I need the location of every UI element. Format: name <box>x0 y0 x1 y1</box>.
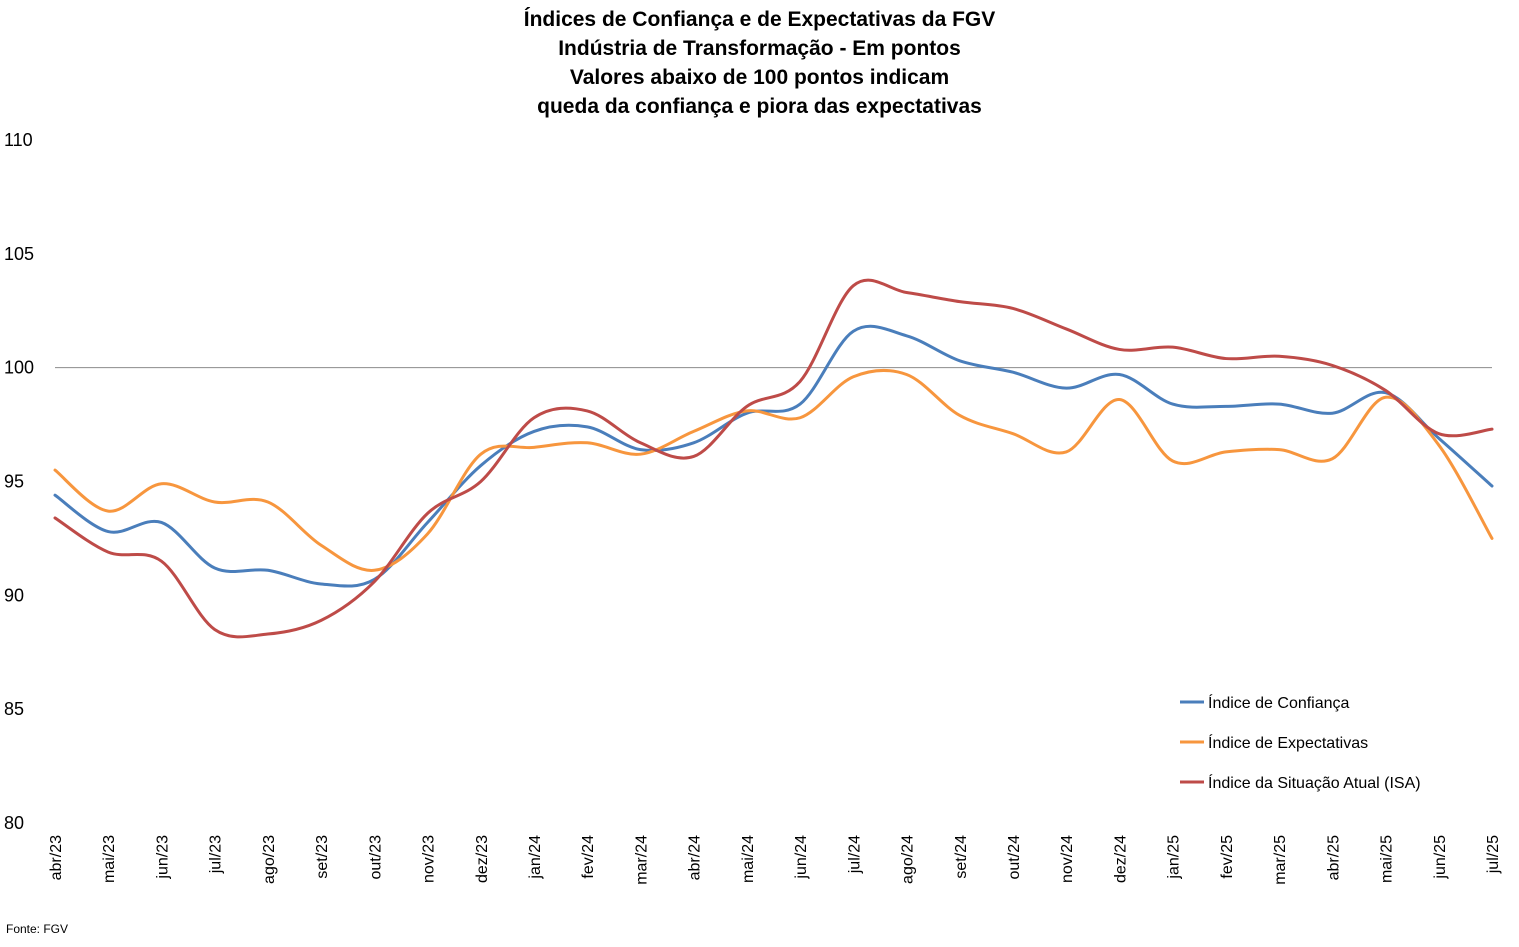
x-tick-label: jun/24 <box>793 835 810 880</box>
chart-title-line-2: Indústria de Transformação - Em pontos <box>558 37 961 60</box>
y-tick-label: 85 <box>4 699 24 719</box>
x-tick-label: mar/24 <box>633 835 650 885</box>
x-tick-label: ago/24 <box>900 835 917 884</box>
x-tick-label: nov/23 <box>421 835 438 883</box>
x-tick-label: mai/25 <box>1379 835 1396 883</box>
x-tick-label: mai/24 <box>740 835 757 883</box>
x-tick-label: dez/23 <box>474 835 491 883</box>
x-tick-label: dez/24 <box>1112 835 1129 883</box>
legend-label: Índice da Situação Atual (ISA) <box>1208 773 1421 792</box>
legend-label: Índice de Expectativas <box>1208 733 1368 752</box>
x-tick-label: out/23 <box>367 835 384 880</box>
x-tick-label: jun/25 <box>1432 835 1449 880</box>
x-tick-label: ago/23 <box>261 835 278 884</box>
x-tick-label: abr/24 <box>687 835 704 880</box>
x-tick-label: jul/23 <box>208 835 225 874</box>
series-line-situacao-atual <box>53 278 1494 639</box>
chart-title-line-3: Valores abaixo de 100 pontos indicam <box>569 66 950 89</box>
x-tick-label: fev/24 <box>580 835 597 879</box>
source-note: Fonte: FGV <box>6 922 69 936</box>
x-tick-label: jun/23 <box>154 835 171 880</box>
x-tick-label: set/24 <box>953 835 970 879</box>
x-tick-label: mai/23 <box>101 835 118 883</box>
y-tick-label: 90 <box>4 585 24 605</box>
x-tick-label: jul/25 <box>1485 835 1502 874</box>
x-tick-label: abr/23 <box>48 835 65 880</box>
y-tick-label: 95 <box>4 472 24 492</box>
legend-label: Índice de Confiança <box>1208 693 1350 712</box>
x-tick-label: fev/25 <box>1219 835 1236 879</box>
x-tick-label: nov/24 <box>1059 835 1076 883</box>
x-tick-label: jan/24 <box>527 835 544 880</box>
x-tick-label: jan/25 <box>1166 835 1183 880</box>
y-tick-label: 80 <box>4 813 24 833</box>
chart-title-line-1: Índices de Confiança e de Expectativas d… <box>523 8 996 31</box>
y-tick-label: 100 <box>4 358 34 378</box>
x-tick-label: out/24 <box>1006 835 1023 880</box>
x-tick-label: jul/24 <box>846 835 863 874</box>
x-tick-label: abr/25 <box>1325 835 1342 880</box>
x-tick-label: mar/25 <box>1272 835 1289 885</box>
series-line-confianca <box>53 324 1494 588</box>
y-tick-label: 105 <box>4 244 34 264</box>
chart-title-line-4: queda da confiança e piora das expectati… <box>537 95 982 118</box>
y-tick-label: 110 <box>4 130 33 150</box>
series-line-expectativas <box>53 368 1494 572</box>
x-tick-label: set/23 <box>314 835 331 879</box>
